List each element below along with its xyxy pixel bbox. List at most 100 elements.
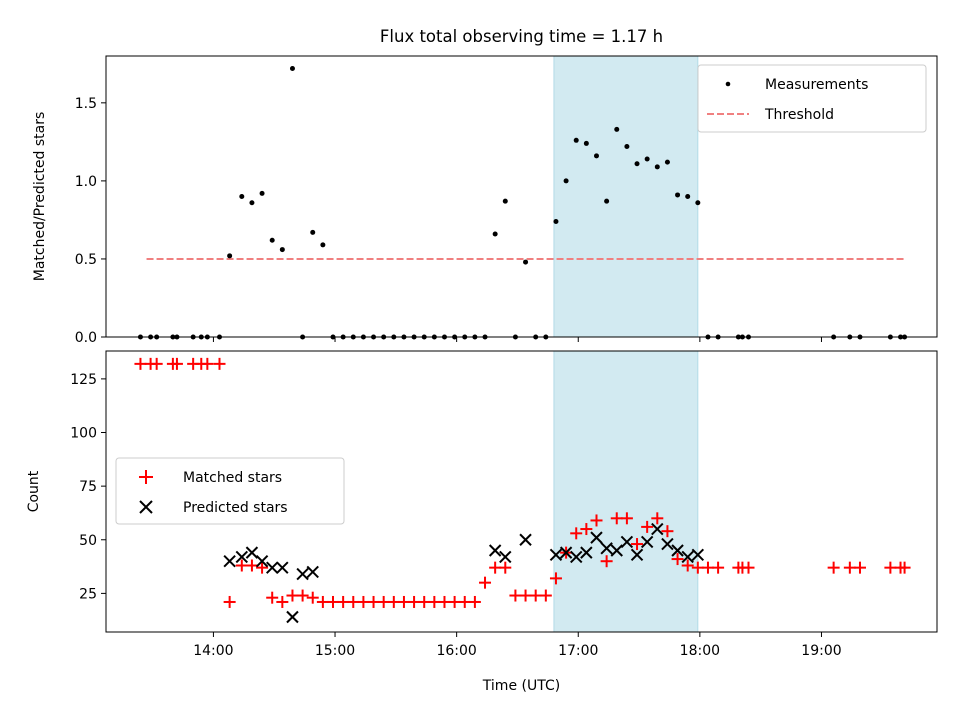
x-tick-label: 14:00 [193,643,233,659]
predicted-star-point [590,531,603,544]
top-legend: Measurements Threshold [697,64,927,133]
measurement-point [259,190,265,196]
matched-star-point [438,595,451,608]
bottom-legend-box [115,457,345,525]
measurement-point [502,198,508,204]
matched-star-point [671,553,684,566]
matched-star-point [213,357,226,370]
legend-label-threshold: Threshold [764,107,834,123]
y-tick-label: 125 [70,372,97,388]
measurement-point [583,140,589,146]
observing-window-span [553,55,699,338]
matched-star-point [448,595,461,608]
measurement-point [614,126,620,132]
y-tick-label: 1.5 [75,96,97,112]
matched-star-point [479,576,492,589]
matched-star-point [235,559,248,572]
matched-star-point [245,559,258,572]
measurement-point [320,242,326,248]
matched-star-point [651,512,664,525]
matched-star-point [489,561,502,574]
predicted-star-point [488,544,502,557]
x-axis-label: Time (UTC) [482,678,560,694]
matched-star-point [853,561,866,574]
matched-star-point [884,561,897,574]
y-tick-label: 0.5 [75,252,97,268]
predicted-star-point [559,546,573,559]
matched-star-point [347,595,360,608]
matched-star-point [201,357,214,370]
bottom-x-axis: 14:00 15:00 16:00 17:00 18:00 19:00 [193,632,842,659]
matched-star-point [681,559,694,572]
matched-star-point [509,589,522,602]
matched-star-point [468,595,481,608]
predicted-star-point [651,522,664,536]
predicted-star-point [235,550,249,564]
y-tick-label: 25 [79,586,97,602]
y-tick-label: 1.0 [75,174,97,190]
matched-star-point [827,561,840,574]
predicted-star-point [245,546,259,559]
measurement-point [593,153,599,159]
measurement-point [644,156,650,162]
matched-star-point [276,595,289,608]
matched-star-point [316,595,329,608]
matched-star-point [256,561,269,574]
legend-marker-matched-stars [139,470,153,484]
legend-label-matched-stars: Matched stars [183,470,282,486]
matched-star-point [600,555,613,568]
bottom-y-axis: 25 50 75 100 125 [70,372,106,602]
top-y-axis: 0.0 0.5 1.0 1.5 [75,96,106,346]
top-x-axis [212,337,822,342]
predicted-star-point [306,565,319,579]
matched-star-point [590,514,603,527]
matched-star-point [519,589,532,602]
measurement-point [523,259,529,265]
matched-star-point [458,595,471,608]
measurement-point [239,194,245,199]
legend-marker-measurements [725,81,731,87]
matched-star-point [499,561,512,574]
measurement-point [563,178,569,184]
measurement-point [675,192,681,198]
matched-star-point [620,512,633,525]
measurement-point [289,65,295,71]
matched-star-point [549,572,562,585]
predicted-star-point [549,548,563,561]
predicted-star-point [255,555,269,568]
bottom-y-axis-label: Count [26,470,42,512]
measurement-point [695,200,701,206]
x-tick-label: 19:00 [801,643,841,659]
matched-star-point [306,591,319,604]
predicted-star-point [499,550,512,564]
matched-star-point [701,561,714,574]
predicted-star-point [661,537,674,551]
matched-star-point [387,595,400,608]
matched-star-point [357,595,370,608]
measurement-point [492,231,498,237]
predicted-star-point [519,533,532,546]
measurement-point [573,137,579,143]
highlight-span-bottom [553,350,699,633]
matched-star-point [539,589,552,602]
y-tick-label: 75 [79,479,97,495]
matched-star-point [712,561,725,574]
matched-star-point [631,538,644,551]
predicted-star-point [620,535,634,549]
matched-star-point [843,561,856,574]
matched-star-point [742,561,755,574]
predicted-star-point [265,561,279,574]
predicted-star-point [580,546,593,559]
predicted-star-point [681,550,694,564]
matched-star-point [296,589,309,602]
x-tick-label: 15:00 [315,643,355,659]
matched-star-point [641,520,654,533]
matched-star-point [661,525,674,538]
predicted-star-point [691,548,705,561]
measurement-point [249,200,255,206]
matched-star-point [367,595,380,608]
matched-star-point [377,595,390,608]
x-tick-label: 17:00 [558,643,598,659]
matched-star-point [580,523,593,536]
